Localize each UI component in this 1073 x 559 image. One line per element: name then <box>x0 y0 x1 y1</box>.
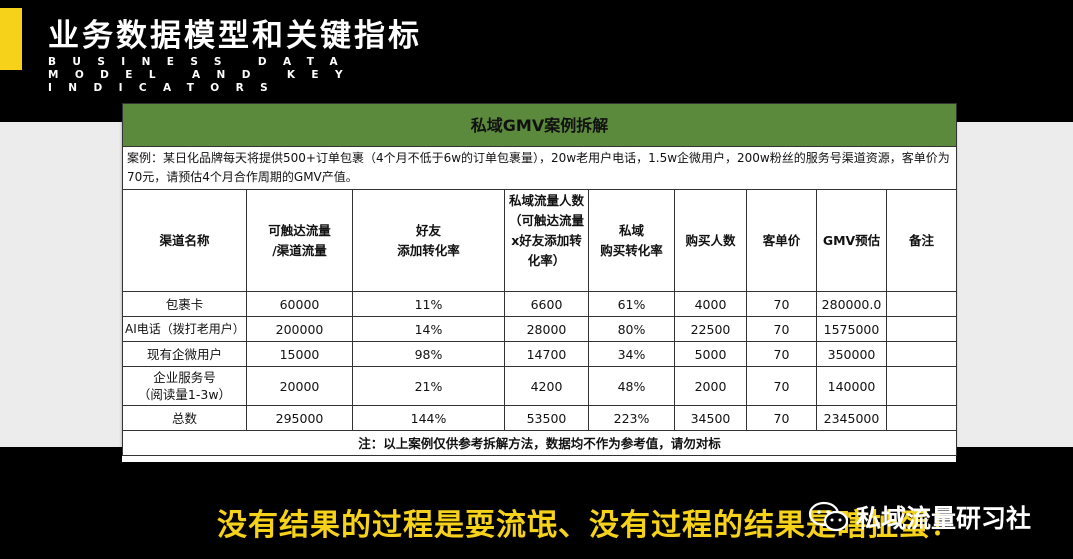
cell-channel: 企业服务号 （阅读量1-3w） <box>122 366 247 406</box>
cell-private-users: 14700 <box>504 341 589 367</box>
cell-friend-rate: 21% <box>352 366 505 406</box>
wechat-icon <box>808 501 849 532</box>
cell-gmv: 2345000 <box>816 405 887 431</box>
cell-note <box>886 291 957 317</box>
cell-price: 70 <box>746 366 817 406</box>
col-reach: 可触达流量 /渠道流量 <box>246 189 353 292</box>
cell-price: 70 <box>746 291 817 317</box>
cell-friend-rate: 11% <box>352 291 505 317</box>
table-row: 现有企微用户 15000 98% 14700 34% 5000 70 35000… <box>122 341 957 367</box>
cell-friend-rate: 144% <box>352 405 505 431</box>
cell-channel: 包裹卡 <box>122 291 247 317</box>
cell-buy-rate: 223% <box>588 405 675 431</box>
watermark: 私域流量研习社 <box>808 499 1031 535</box>
column-header-row: 渠道名称 可触达流量 /渠道流量 好友 添加转化率 私域流量人数 （可触达流量x… <box>122 189 957 292</box>
col-buy-rate: 私域 购买转化率 <box>588 189 675 292</box>
cell-reach: 60000 <box>246 291 353 317</box>
cell-private-users: 53500 <box>504 405 589 431</box>
cell-channel: 现有企微用户 <box>122 341 247 367</box>
cell-friend-rate: 14% <box>352 316 505 342</box>
col-private-users: 私域流量人数 （可触达流量x好友添加转化率） <box>504 189 589 292</box>
cell-channel: AI电话（拨打老用户） <box>122 316 247 342</box>
cell-buy-rate: 80% <box>588 316 675 342</box>
cell-gmv: 140000 <box>816 366 887 406</box>
cell-private-users: 4200 <box>504 366 589 406</box>
table-title: 私域GMV案例拆解 <box>122 103 957 147</box>
cell-buy-rate: 48% <box>588 366 675 406</box>
cell-buyers: 2000 <box>674 366 747 406</box>
col-buyers: 购买人数 <box>674 189 747 292</box>
cell-reach: 15000 <box>246 341 353 367</box>
cell-reach: 295000 <box>246 405 353 431</box>
cell-buyers: 22500 <box>674 316 747 342</box>
watermark-text: 私域流量研习社 <box>856 504 1032 533</box>
col-price: 客单价 <box>746 189 817 292</box>
table-row: 企业服务号 （阅读量1-3w） 20000 21% 4200 48% 2000 … <box>122 366 957 406</box>
col-channel: 渠道名称 <box>122 189 247 292</box>
col-gmv: GMV预估 <box>816 189 887 292</box>
page-title: 业务数据模型和关键指标 <box>48 18 422 54</box>
table-row-total: 总数 295000 144% 53500 223% 34500 70 23450… <box>122 405 957 431</box>
accent-bar <box>0 8 22 70</box>
cell-note <box>886 405 957 431</box>
gmv-table: 私域GMV案例拆解 案例：某日化品牌每天将提供500+订单包裹（4个月不低于6w… <box>122 103 957 456</box>
col-friend-rate: 好友 添加转化率 <box>352 189 505 292</box>
cell-price: 70 <box>746 405 817 431</box>
spreadsheet: 私域GMV案例拆解 案例：某日化品牌每天将提供500+订单包裹（4个月不低于6w… <box>122 103 957 462</box>
cell-reach: 20000 <box>246 366 353 406</box>
cell-buy-rate: 34% <box>588 341 675 367</box>
page-subtitle: BUSINESS DATA MODEL AND KEY INDICATORS <box>48 56 360 94</box>
cell-buy-rate: 61% <box>588 291 675 317</box>
cell-note <box>886 316 957 342</box>
cell-gmv: 350000 <box>816 341 887 367</box>
case-description: 案例：某日化品牌每天将提供500+订单包裹（4个月不低于6w的订单包裹量），20… <box>122 146 957 190</box>
table-row: 包裹卡 60000 11% 6600 61% 4000 70 280000.0 <box>122 291 957 317</box>
cell-price: 70 <box>746 316 817 342</box>
cell-note <box>886 341 957 367</box>
cell-reach: 200000 <box>246 316 353 342</box>
cell-private-users: 28000 <box>504 316 589 342</box>
cell-friend-rate: 98% <box>352 341 505 367</box>
table-row: AI电话（拨打老用户） 200000 14% 28000 80% 22500 7… <box>122 316 957 342</box>
cell-note <box>886 366 957 406</box>
col-note: 备注 <box>886 189 957 292</box>
cell-price: 70 <box>746 341 817 367</box>
cell-buyers: 34500 <box>674 405 747 431</box>
cell-buyers: 5000 <box>674 341 747 367</box>
cell-gmv: 280000.0 <box>816 291 887 317</box>
cell-channel: 总数 <box>122 405 247 431</box>
cell-private-users: 6600 <box>504 291 589 317</box>
cell-gmv: 1575000 <box>816 316 887 342</box>
table-footnote: 注：以上案例仅供参考拆解方法，数据均不作为参考值，请勿对标 <box>122 430 957 456</box>
cell-buyers: 4000 <box>674 291 747 317</box>
